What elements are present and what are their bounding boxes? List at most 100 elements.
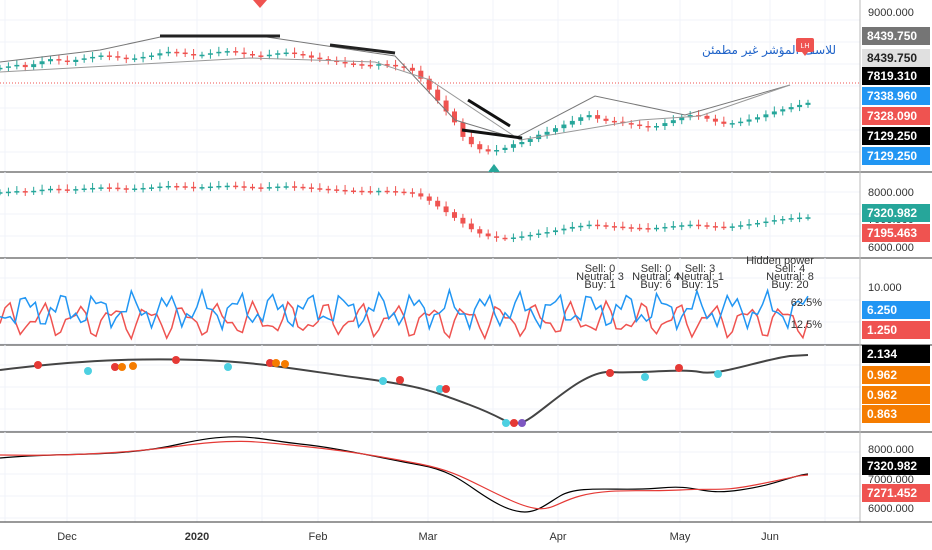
candle-body xyxy=(22,64,28,68)
price-box-bg xyxy=(862,67,930,85)
candle-body xyxy=(207,53,213,55)
support-segment xyxy=(467,98,511,128)
price-box-value: 7129.250 xyxy=(867,129,917,143)
price-box-bg xyxy=(862,366,930,384)
candle-body xyxy=(149,187,154,189)
candle-body xyxy=(216,185,222,188)
candle-body xyxy=(771,111,777,115)
candle-body xyxy=(376,190,382,193)
candle-body xyxy=(317,188,323,190)
price-box-bg xyxy=(862,405,930,423)
price-box-value: 1.250 xyxy=(867,323,897,337)
y-axis-tick-label: 8000.000 xyxy=(868,187,914,199)
candle-body xyxy=(5,66,11,68)
candle-body xyxy=(367,191,373,193)
lh-marker-box xyxy=(796,38,814,52)
candle-body xyxy=(654,227,659,230)
candle-body xyxy=(544,232,550,234)
candle-body xyxy=(443,100,449,112)
candle-body xyxy=(729,226,735,228)
y-axis-tick-label: 6000.000 xyxy=(868,503,914,515)
candle-body xyxy=(670,120,676,124)
top-marker-triangle xyxy=(253,0,267,8)
candle-body xyxy=(771,220,777,222)
candle-body xyxy=(435,89,441,101)
candle-body xyxy=(729,123,735,125)
x-axis-tick-label: Apr xyxy=(549,531,566,543)
candle-body xyxy=(763,221,769,224)
candle-body xyxy=(31,190,37,193)
candle-body xyxy=(561,124,567,129)
signal-sell-text: Sell: 4 xyxy=(775,263,806,275)
signal-neutral-text: Neutral: 8 xyxy=(766,271,814,283)
price-box: 7195.463 xyxy=(862,224,930,242)
hidden-power-label: Hidden power xyxy=(746,255,814,267)
candle-body xyxy=(746,224,752,226)
candle-body xyxy=(393,191,399,193)
signal-dot xyxy=(641,373,649,381)
x-axis-tick-label: 2020 xyxy=(185,531,209,543)
candle-body xyxy=(275,53,281,55)
price-box-bg xyxy=(862,457,930,475)
candle-body xyxy=(578,225,584,228)
price-box: 2.134 xyxy=(862,345,930,363)
candle-body xyxy=(199,54,205,57)
candle-body xyxy=(241,186,247,188)
candle-body xyxy=(409,67,415,71)
price-box: 7129.250 xyxy=(862,127,930,145)
y-axis-tick-label: 9000.000 xyxy=(868,7,914,19)
trend-lines xyxy=(0,34,791,141)
candle-body xyxy=(157,186,163,189)
price-box-value: 0.863 xyxy=(867,407,897,421)
price-box-bg xyxy=(862,27,930,45)
candle-body xyxy=(191,54,197,56)
candle-body xyxy=(485,233,491,237)
candle-body xyxy=(300,186,306,189)
candle-body xyxy=(569,120,575,125)
candle-body xyxy=(224,185,230,188)
candle-body xyxy=(721,226,727,229)
candle-body xyxy=(39,61,45,65)
candle-body xyxy=(90,187,96,190)
candle-body xyxy=(704,115,710,119)
signal-buy-text: Buy: 1 xyxy=(584,279,615,291)
signal-dot xyxy=(84,367,92,375)
price-box-value: 7338.960 xyxy=(867,89,917,103)
candle-body xyxy=(325,59,331,61)
candle-body xyxy=(207,186,213,189)
price-box-value: 7195.463 xyxy=(867,226,917,240)
candle-body xyxy=(553,128,558,132)
candle-body xyxy=(266,187,272,189)
candle-body xyxy=(98,187,104,189)
candle-body xyxy=(755,222,760,225)
signal-sell-text: Sell: 0 xyxy=(585,263,616,275)
level-label-high: 62.5% xyxy=(791,297,822,309)
price-box-bg xyxy=(862,224,930,242)
candle-body xyxy=(712,226,718,228)
candle-body xyxy=(157,53,163,56)
candle-body xyxy=(477,144,483,150)
candle-body xyxy=(0,192,3,194)
y-axis-tick-label: 10.000 xyxy=(868,282,902,294)
candle-body xyxy=(149,55,154,57)
candle-body xyxy=(64,189,70,191)
ma-lines xyxy=(0,436,809,513)
candle-body xyxy=(561,228,567,231)
candle-body xyxy=(502,147,508,150)
arabic-annotation: للاسف المؤشر غير مطمئن xyxy=(702,43,836,58)
candle-body xyxy=(527,234,533,237)
price-box-bg xyxy=(862,386,930,404)
candle-body xyxy=(359,190,365,193)
candle-body xyxy=(132,58,138,60)
smooth-curve xyxy=(0,354,809,425)
signal-sell-text: Sell: 3 xyxy=(685,263,716,275)
candle-body xyxy=(351,63,356,65)
candle-body xyxy=(115,56,121,58)
price-box-bg xyxy=(862,321,930,339)
x-axis-tick-label: Dec xyxy=(57,531,77,543)
oscillator-blue-line xyxy=(0,287,809,332)
price-box-value: 7271.452 xyxy=(867,486,917,500)
